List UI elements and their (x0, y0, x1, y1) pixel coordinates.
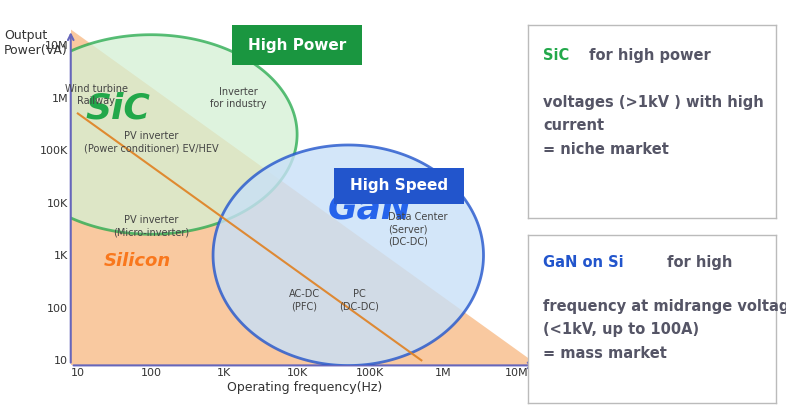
Text: for high: for high (662, 255, 733, 270)
Text: PC
(DC-DC): PC (DC-DC) (340, 289, 379, 311)
Text: frequency at midrange voltages
(<1kV, up to 100A)
= mass market: frequency at midrange voltages (<1kV, up… (543, 299, 786, 361)
Text: voltages (>1kV ) with high
current
= niche market: voltages (>1kV ) with high current = nic… (543, 95, 764, 157)
Text: PV inverter
(Micro-inverter): PV inverter (Micro-inverter) (113, 215, 189, 238)
Text: High Power: High Power (248, 38, 346, 52)
Text: GaN on Si: GaN on Si (543, 255, 623, 270)
Polygon shape (5, 35, 297, 234)
Text: SiC: SiC (86, 91, 150, 125)
Text: SiC: SiC (543, 48, 569, 63)
Text: AC-DC
(PFC): AC-DC (PFC) (289, 289, 320, 311)
Text: PV inverter
(Power conditioner) EV/HEV: PV inverter (Power conditioner) EV/HEV (83, 131, 219, 154)
X-axis label: Operating frequency(Hz): Operating frequency(Hz) (227, 381, 382, 394)
Text: High Speed: High Speed (350, 178, 448, 193)
Polygon shape (213, 145, 483, 365)
Text: Data Center
(Server)
(DC-DC): Data Center (Server) (DC-DC) (388, 212, 448, 247)
Polygon shape (71, 29, 538, 365)
Text: Wind turbine
Railway: Wind turbine Railway (64, 84, 127, 106)
Text: GaN: GaN (328, 191, 413, 225)
Text: Silicon: Silicon (104, 252, 171, 270)
Text: for high power: for high power (584, 48, 711, 63)
Text: Output
Power(VA): Output Power(VA) (4, 29, 68, 58)
Text: Inverter
for industry: Inverter for industry (211, 87, 267, 109)
